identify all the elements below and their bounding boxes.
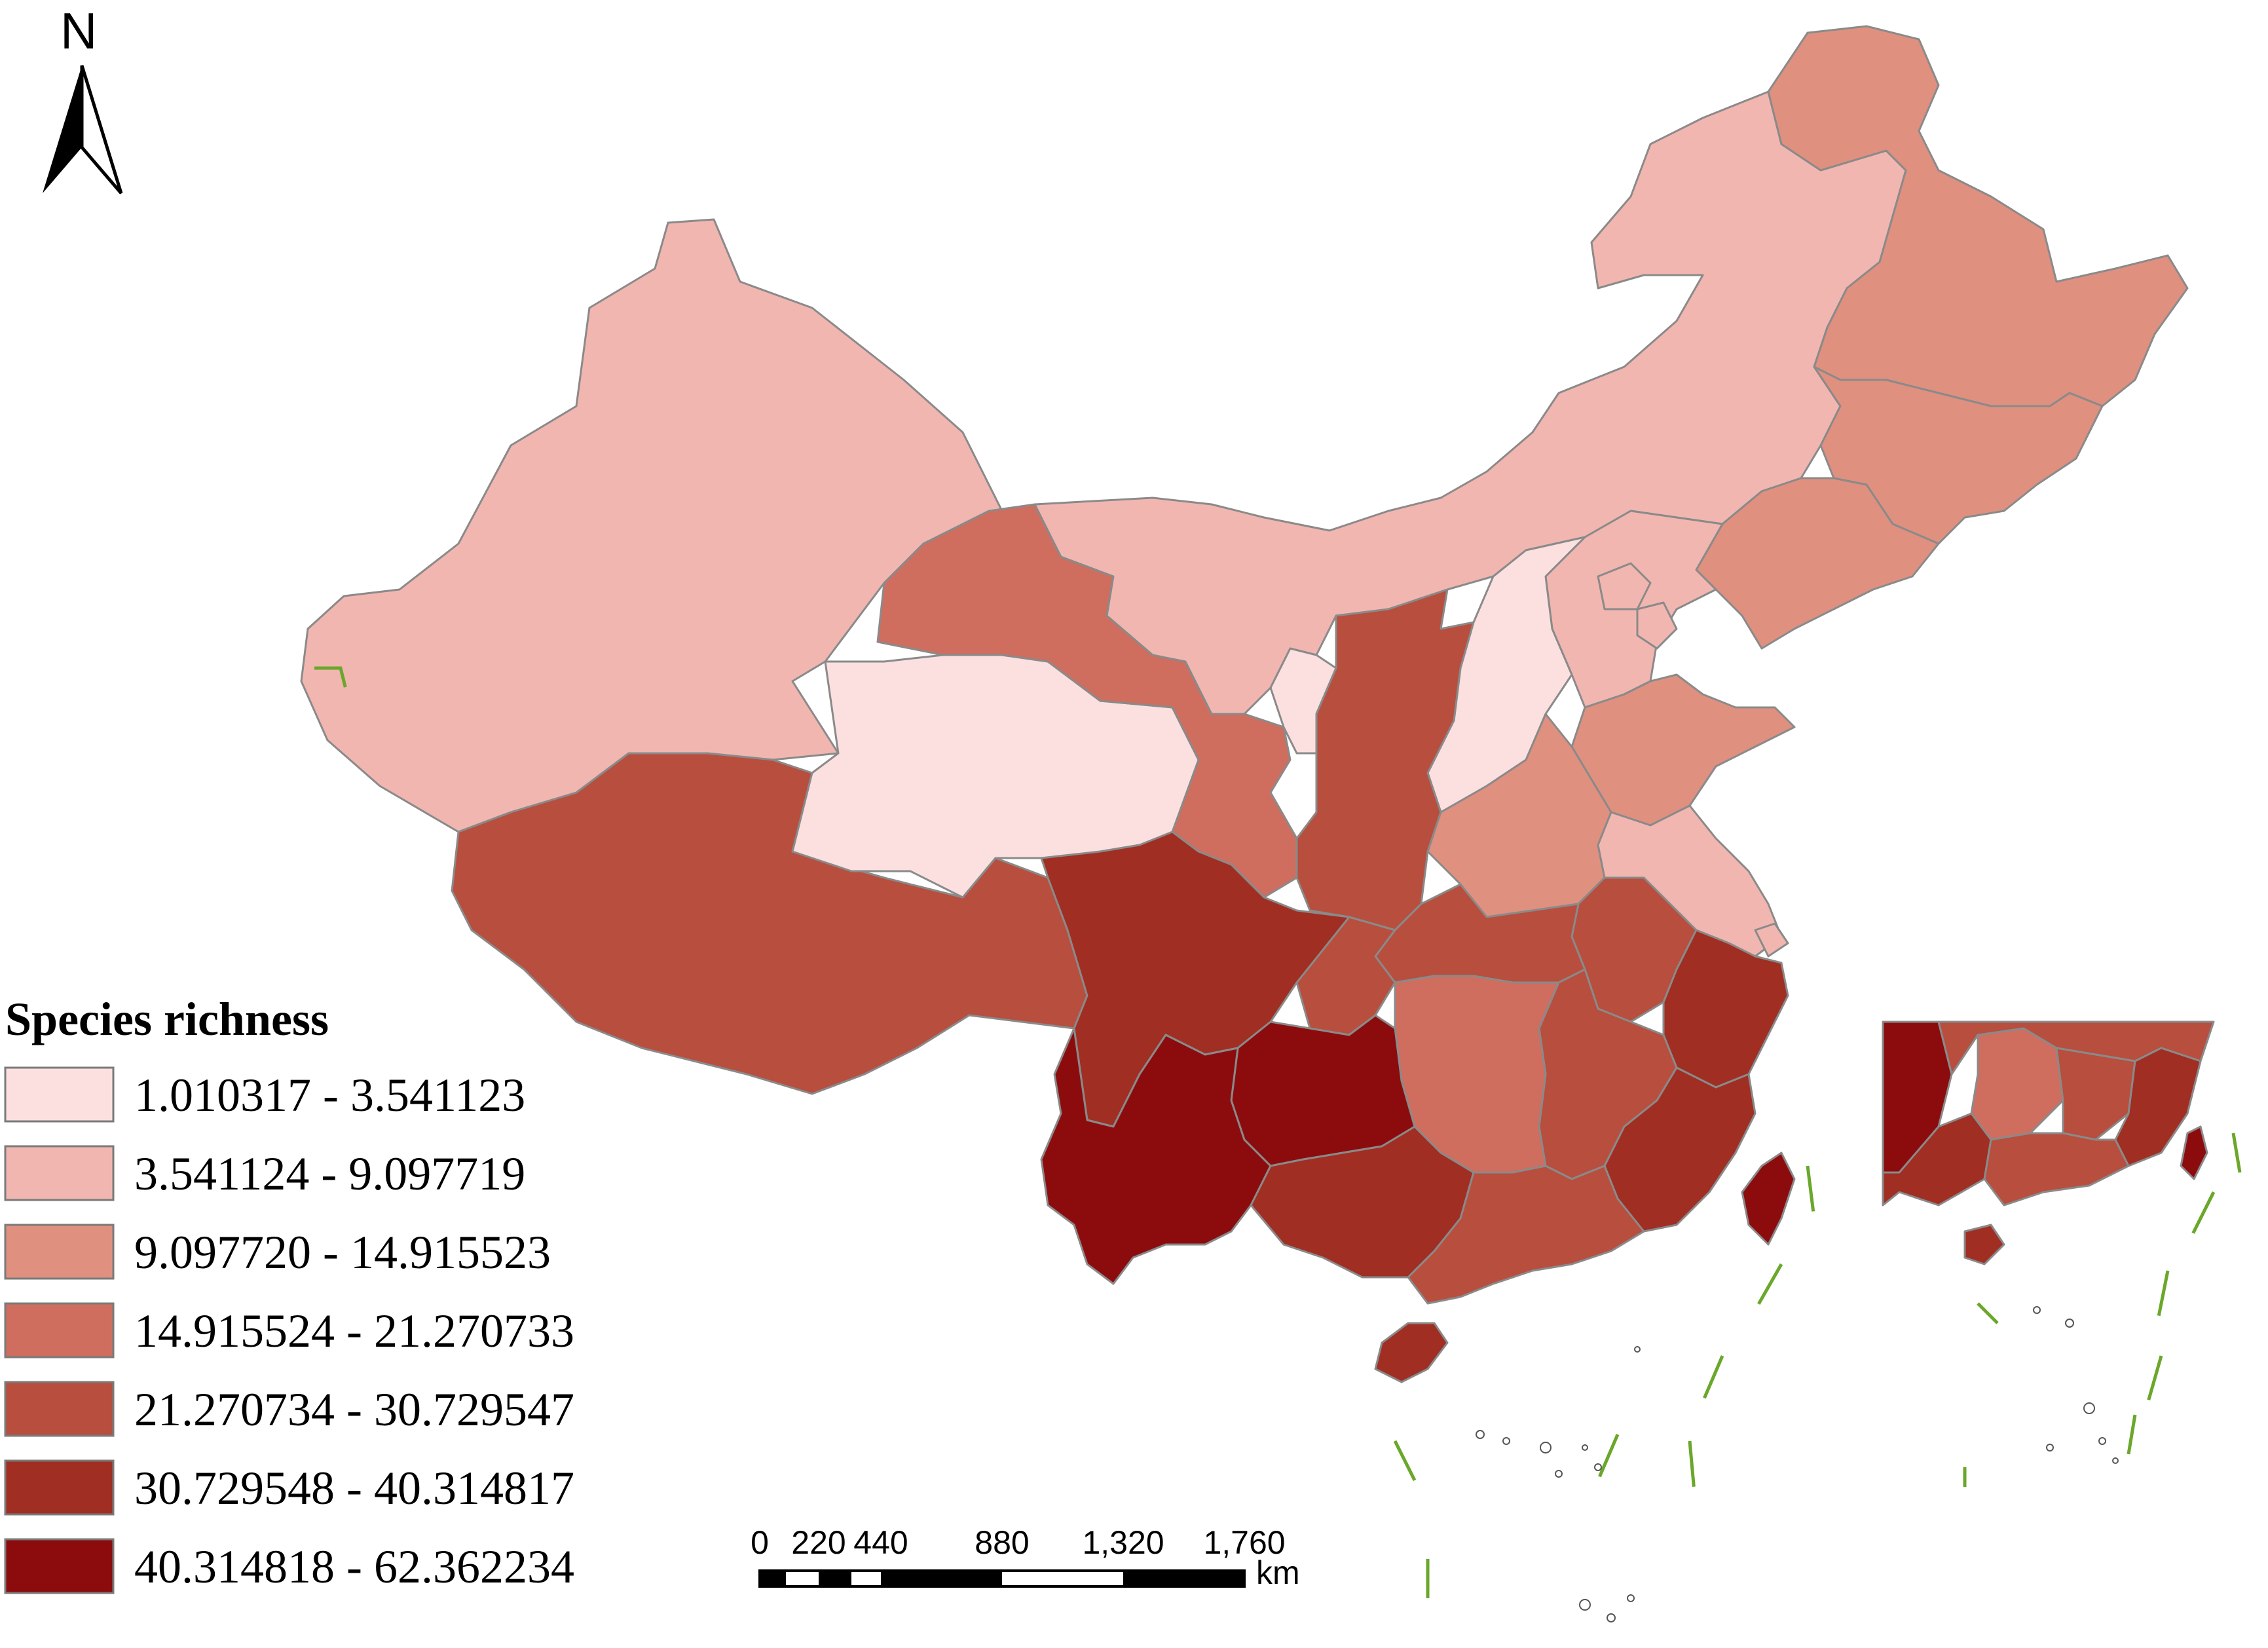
legend-label: 14.915524 - 21.270733 xyxy=(134,1305,574,1357)
north-arrow-label: N xyxy=(60,2,97,60)
legend-swatch xyxy=(4,1381,115,1437)
legend-swatch xyxy=(4,1224,115,1280)
province-beijing xyxy=(1597,562,1652,610)
border-segment-west xyxy=(314,666,349,721)
scale-tick-label: 1,320 xyxy=(1082,1524,1164,1561)
legend-label: 40.314818 - 62.362234 xyxy=(134,1541,574,1593)
legend-label: 30.729548 - 40.314817 xyxy=(134,1462,574,1514)
south-china-sea xyxy=(1393,1165,1816,1622)
legend-swatch xyxy=(4,1459,115,1516)
province-hainan xyxy=(1374,1322,1449,1383)
nine-dash-line xyxy=(1806,1165,1816,1219)
scale-unit: km xyxy=(1256,1554,1300,1591)
inset-jiangxi xyxy=(2055,1047,2136,1141)
scale-tick-label: 1,760 xyxy=(1203,1524,1285,1561)
province-shanghai xyxy=(1754,922,1789,958)
scale-tick-label: 440 xyxy=(853,1524,908,1561)
north-arrow: N xyxy=(43,2,123,195)
north-arrow-left-half xyxy=(43,66,82,193)
inset-fujian xyxy=(2114,1047,2202,1167)
province-fujian xyxy=(1603,1066,1757,1233)
province-tianjin xyxy=(1636,601,1678,650)
inset-hunan xyxy=(1970,1027,2064,1141)
scale-bar: 0 220 440 880 1,320 1,760 km xyxy=(751,1524,1300,1591)
inset-map xyxy=(1882,1021,2242,1487)
provinces xyxy=(300,25,2189,1383)
province-liaoning xyxy=(1695,477,1940,650)
legend-label: 1.010317 - 3.541123 xyxy=(134,1069,525,1121)
north-arrow-right-half xyxy=(80,65,123,195)
scale-tick-label: 220 xyxy=(791,1524,846,1561)
province-yunnan xyxy=(1040,1027,1272,1285)
inset-hainan xyxy=(1963,1224,2005,1265)
inset-taiwan xyxy=(2180,1125,2208,1180)
legend-swatch xyxy=(4,1538,115,1594)
legend-label: 9.097720 - 14.915523 xyxy=(134,1226,551,1279)
island-dots xyxy=(1476,1346,1641,1622)
legend-title: Species richness xyxy=(5,993,329,1045)
legend-swatch xyxy=(4,1302,115,1358)
province-guangdong xyxy=(1407,1165,1645,1305)
inset-guangdong xyxy=(1983,1132,2130,1207)
legend-swatch xyxy=(4,1066,115,1123)
legend-label: 21.270734 - 30.729547 xyxy=(134,1383,574,1436)
province-taiwan xyxy=(1741,1152,1796,1246)
legend-swatch xyxy=(4,1145,115,1201)
scale-tick-label: 0 xyxy=(751,1524,769,1561)
scale-tick-label: 880 xyxy=(975,1524,1029,1561)
legend: Species richness 1.010317 - 3.541123 3.54… xyxy=(4,993,574,1594)
legend-label: 3.541124 - 9.097719 xyxy=(134,1148,525,1200)
